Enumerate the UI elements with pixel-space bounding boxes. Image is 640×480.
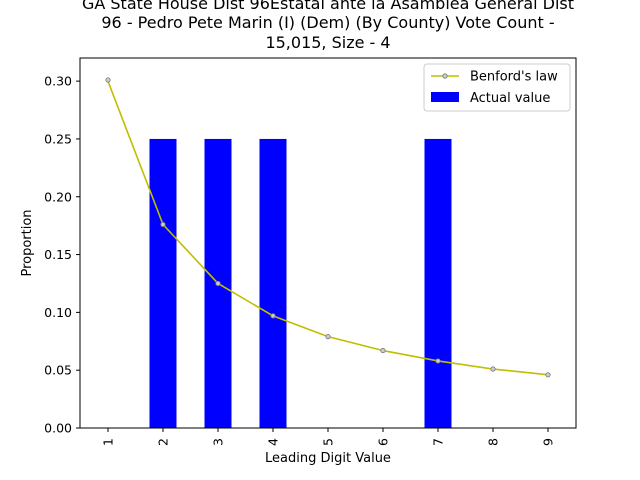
x-tick-label: 7 [431,438,446,446]
x-tick-label: 3 [211,438,226,446]
benford-point [160,221,166,228]
x-tick-label: 8 [486,438,501,446]
benford-point [215,280,221,287]
benford-point [105,77,111,83]
x-tick-label: 1 [101,438,116,446]
y-tick-label: 0.00 [44,421,72,436]
y-tick-label: 0.30 [44,74,72,89]
actual-value-bar [259,138,287,428]
actual-value-bar [424,138,452,428]
chart-title-line-3: 15,015, Size - 4 [265,33,390,52]
benford-point [490,366,496,372]
y-tick-label: 0.15 [44,247,72,262]
y-tick-label: 0.25 [44,131,72,146]
benford-point [435,358,441,364]
y-tick-label: 0.20 [44,189,72,204]
x-axis-ticks: 1 2 3 4 5 6 7 8 9 [101,428,556,446]
y-axis-label: Proportion [20,209,35,276]
benford-point [270,313,276,319]
benford-point [325,334,331,340]
legend: Benford's law Actual value [423,63,571,112]
x-tick-label: 9 [541,438,556,446]
y-axis-ticks: 0.00 0.05 0.10 0.15 0.20 0.25 0.30 [44,74,80,436]
legend-benford-label: Benford's law [470,70,558,85]
actual-value-bar [149,138,177,428]
benford-point [380,347,386,354]
legend-actual-swatch [431,92,459,102]
chart-title-line-2: 96 - Pedro Pete Marin (I) (Dem) (By Coun… [101,13,554,32]
legend-actual-label: Actual value [470,91,550,106]
chart-title-line-1: GA State House Dist 96Estatal ante la As… [82,0,574,13]
legend-box [423,63,571,112]
benford-point [545,372,551,378]
x-tick-label: 4 [266,438,281,446]
x-tick-label: 6 [376,438,391,446]
legend-benford-marker [442,73,448,79]
x-axis-label: Leading Digit Value [265,451,391,466]
x-tick-label: 2 [156,438,171,446]
y-tick-label: 0.10 [44,305,72,320]
x-tick-label: 5 [321,438,336,446]
y-tick-label: 0.05 [44,363,72,378]
bars-layer [149,138,452,428]
benford-line-layer [105,77,551,378]
